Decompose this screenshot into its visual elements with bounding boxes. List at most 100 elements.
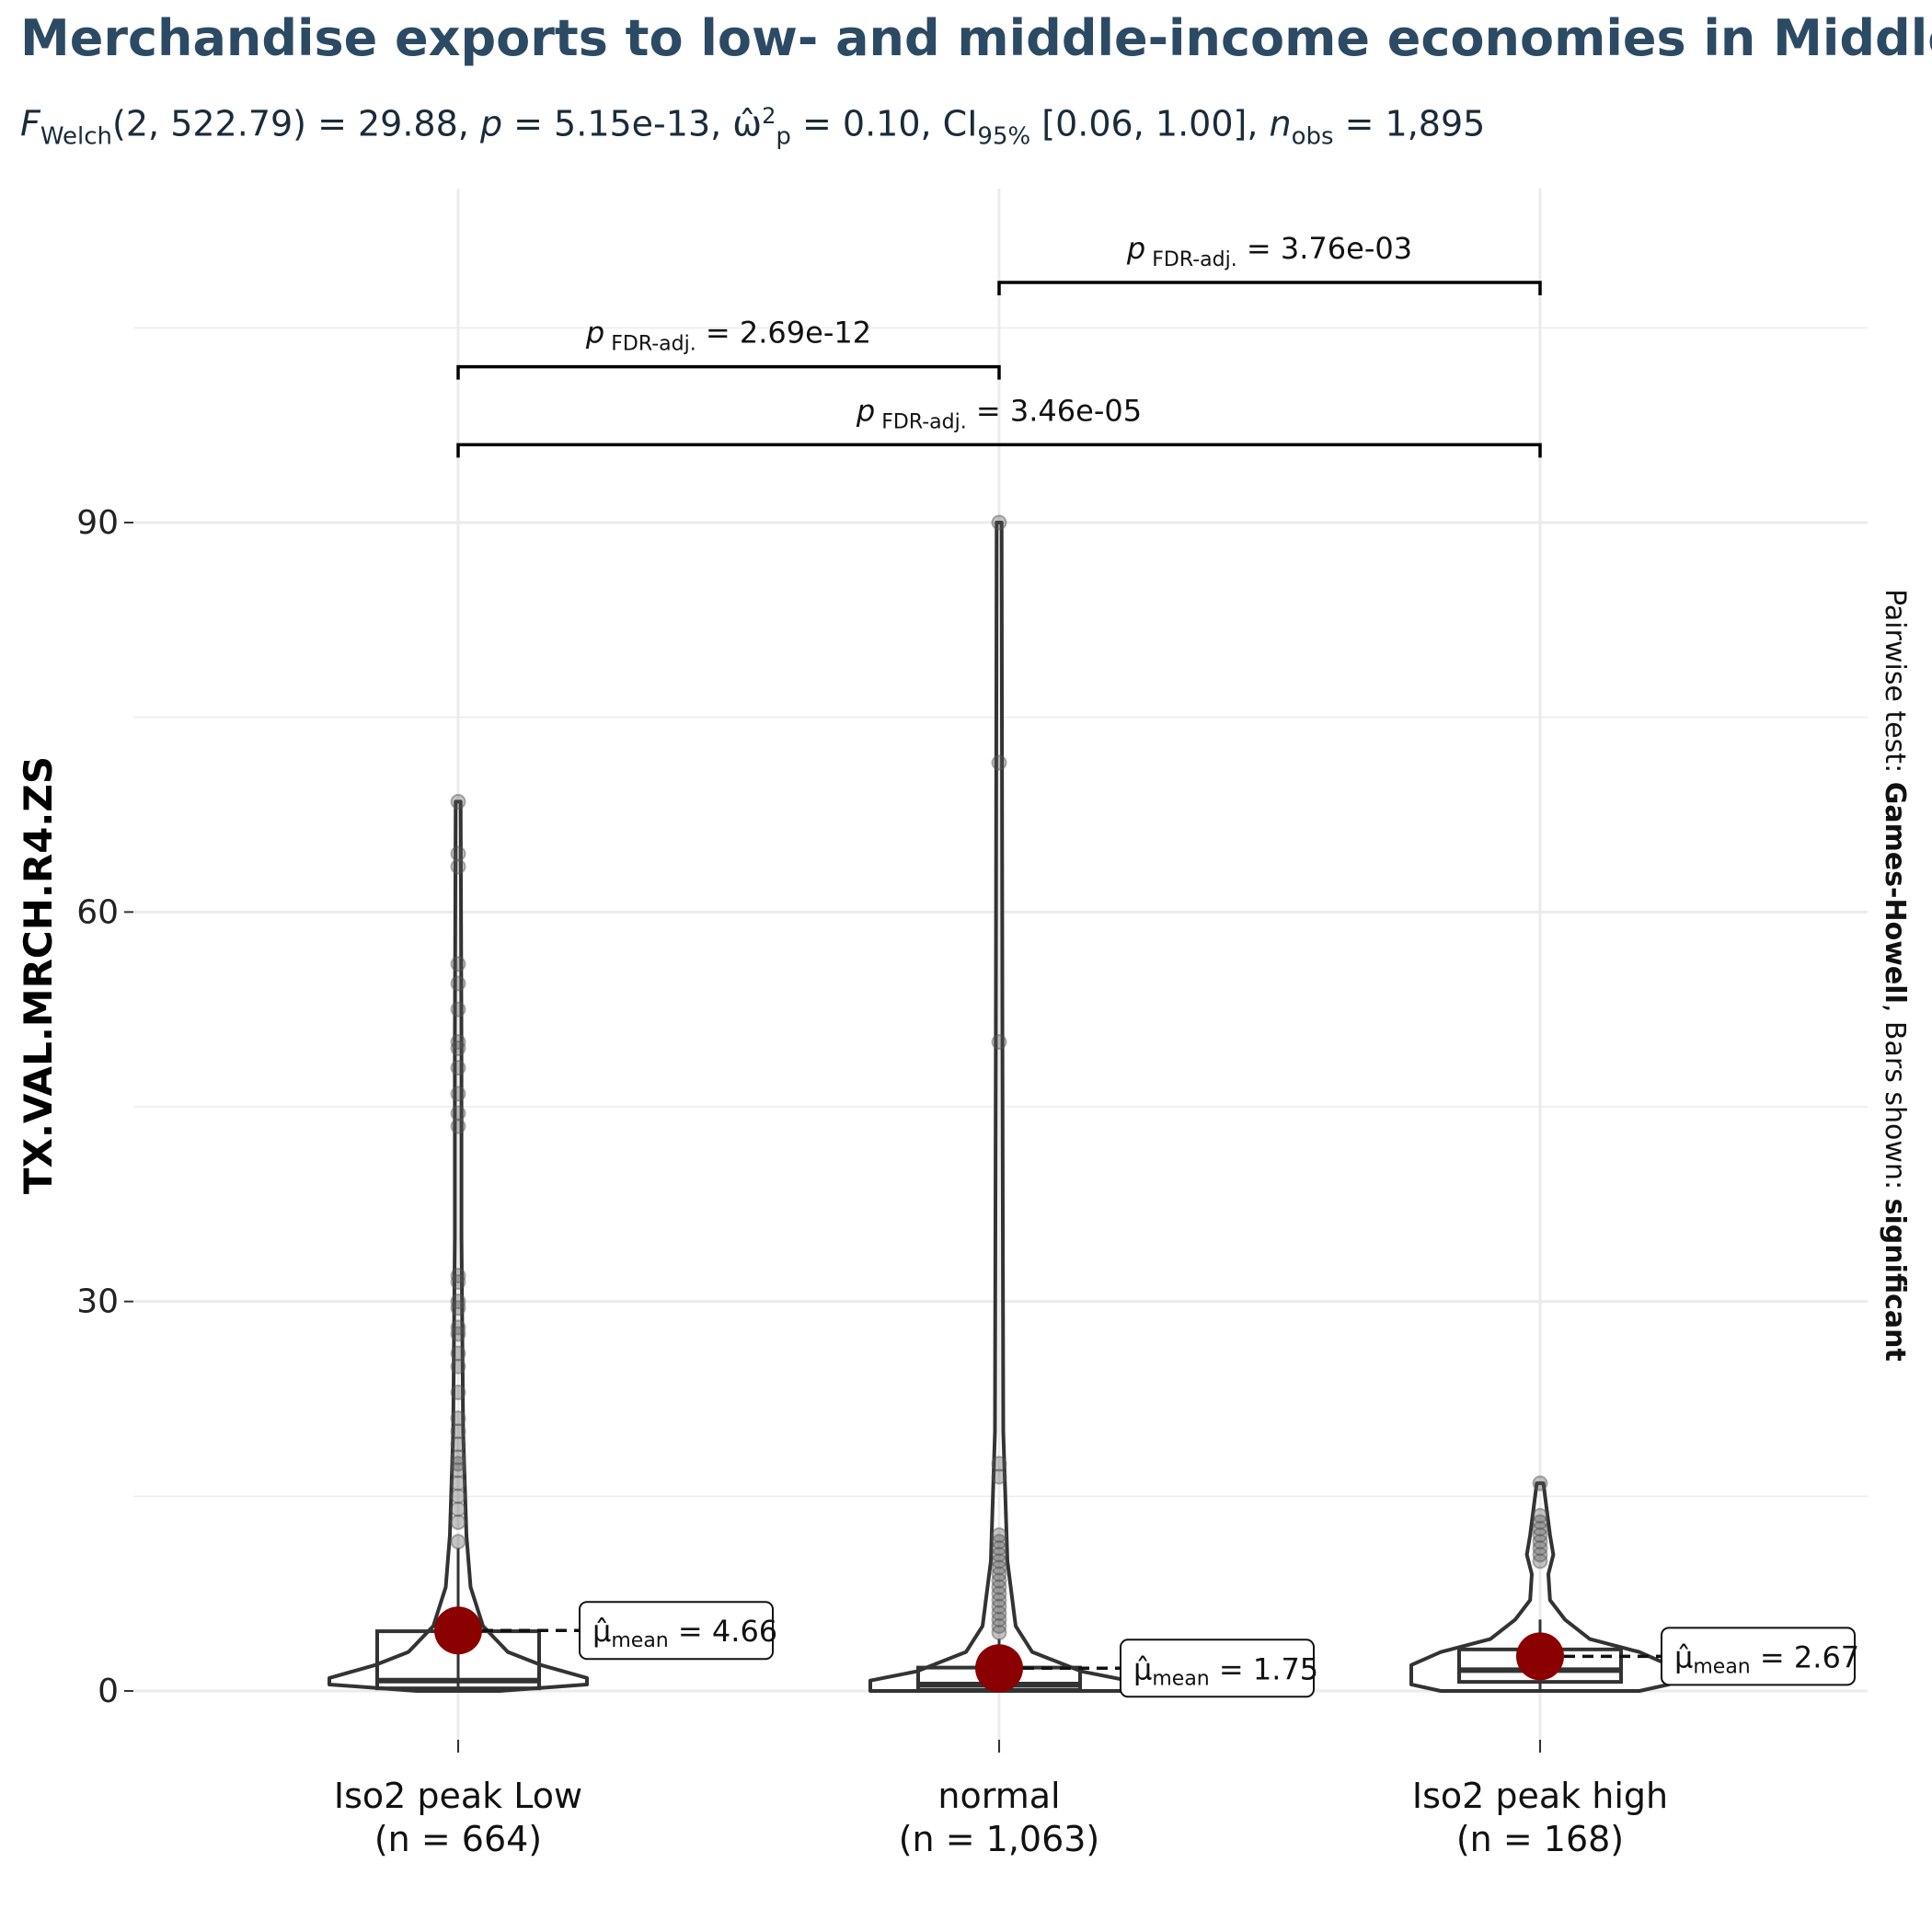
outlier-point (450, 1501, 466, 1517)
mean-label-box (1120, 1639, 1315, 1698)
mean-label: μ̂mean = 4.66 (592, 1614, 777, 1652)
outlier-point (450, 956, 466, 972)
outlier-point (450, 1319, 466, 1336)
outlier-point (1532, 1534, 1548, 1550)
outlier-point (450, 858, 466, 875)
outlier-point (991, 1592, 1007, 1608)
subtitle-omega: ω̂ (732, 103, 763, 144)
outlier-point (991, 1625, 1007, 1640)
mean-point (975, 1644, 1023, 1693)
outlier-point (991, 754, 1007, 771)
outlier-point (991, 1566, 1007, 1582)
outlier-point (1532, 1508, 1548, 1524)
subtitle-ci-sub: 95% (977, 122, 1031, 151)
x-category-label: normal (937, 1776, 1060, 1816)
subtitle-n-value: = 1,895 (1333, 103, 1486, 144)
subtitle-p-value: = 5.15e-13, (502, 103, 733, 144)
chart-title: Merchandise exports to low- and middle-i… (20, 9, 1932, 67)
category-group: μ̂mean = 2.67 Iso2 peak high(n = 168) (1409, 1475, 1859, 1859)
mean-label-box (1661, 1627, 1856, 1686)
x-category-label: Iso2 peak Low (334, 1776, 582, 1816)
y-axis-label: TX.VAL.MRCH.R4.ZS (16, 756, 61, 1194)
outlier-point (450, 1534, 466, 1550)
y-tick-label: 90 (76, 504, 119, 542)
mean-label-box (579, 1601, 774, 1661)
outlier-point (450, 1041, 466, 1056)
outlier-point (1532, 1547, 1548, 1563)
outlier-point (450, 1033, 466, 1050)
outlier-point (450, 1105, 466, 1121)
category-group: μ̂mean = 1.75 normal(n = 1,063) (868, 514, 1318, 1859)
outlier-point (991, 1611, 1007, 1627)
pairwise-caption: Pairwise test: Games-Howell, Bars shown:… (1879, 589, 1911, 1362)
outlier-point (450, 1001, 466, 1018)
outlier-point (450, 1345, 466, 1362)
outlier-point (450, 1326, 466, 1342)
x-category-n-label: (n = 664) (374, 1819, 542, 1859)
outlier-point (991, 1553, 1007, 1570)
outlier-point (450, 1436, 466, 1453)
outlier-point (450, 1475, 466, 1491)
outlier-point (991, 1455, 1007, 1472)
outlier-point (450, 1455, 466, 1472)
subtitle-welch: Welch (40, 122, 113, 151)
outlier-point (450, 1488, 466, 1504)
mean-point (1516, 1632, 1564, 1681)
category-group: μ̂mean = 4.66 Iso2 peak Low(n = 664) (328, 793, 777, 1859)
y-tick-label: 30 (76, 1283, 119, 1321)
outlier-point (450, 1118, 466, 1134)
outlier-point (991, 1604, 1007, 1621)
subtitle-args: (2, 522.79) = 29.88, (112, 103, 480, 144)
bracket-line (456, 364, 1001, 380)
outlier-point (991, 514, 1007, 531)
x-category-n-label: (n = 168) (1456, 1819, 1624, 1859)
outlier-point (450, 1410, 466, 1427)
violin-shape (868, 521, 1130, 1693)
outlier-point (450, 1294, 466, 1310)
outlier-point (991, 1598, 1007, 1615)
subtitle-omega-sup: 2 (762, 103, 776, 129)
outlier-point (991, 1468, 1007, 1485)
outlier-point (991, 1579, 1007, 1595)
subtitle-n-sub: obs (1291, 122, 1334, 151)
significance-bracket: p FDR-adj. = 3.76e-03 (997, 231, 1542, 295)
subtitle-omega-sub: p (776, 122, 791, 151)
significance-bracket: p FDR-adj. = 3.46e-05 (456, 393, 1542, 458)
x-category-n-label: (n = 1,063) (899, 1819, 1100, 1859)
x-category-label: Iso2 peak high (1412, 1776, 1668, 1816)
outlier-point (450, 793, 466, 810)
outlier-point (991, 1585, 1007, 1602)
bracket-p-label: p FDR-adj. = 3.46e-05 (856, 393, 1142, 433)
outlier-point (450, 1423, 466, 1440)
outlier-point (1532, 1553, 1548, 1570)
subtitle-omega-value: = 0.10, CI (790, 103, 978, 144)
bracket-p-label: p FDR-adj. = 3.76e-03 (1126, 231, 1412, 271)
subtitle-ci-value: [0.06, 1.00], (1030, 103, 1270, 144)
outlier-point (1532, 1475, 1548, 1491)
outlier-point (450, 1086, 466, 1102)
bracket-p-label: p FDR-adj. = 2.69e-12 (585, 316, 871, 356)
mean-point (434, 1606, 482, 1655)
chart-subtitle: FWelch(2, 522.79) = 29.88, p = 5.15e-13,… (20, 103, 1485, 150)
outlier-point (1532, 1540, 1548, 1557)
outlier-point (450, 1300, 466, 1317)
y-tick-label: 0 (98, 1673, 119, 1710)
outlier-point (1532, 1527, 1548, 1544)
outlier-point (1532, 1514, 1548, 1531)
outlier-point (450, 1462, 466, 1478)
y-tick-label: 60 (76, 893, 119, 931)
outlier-point (991, 1547, 1007, 1563)
outlier-point (991, 1033, 1007, 1050)
bracket-line (997, 281, 1542, 295)
outlier-point (450, 1384, 466, 1400)
outlier-point (450, 975, 466, 992)
outlier-point (991, 1527, 1007, 1544)
significance-bracket: p FDR-adj. = 2.69e-12 (456, 316, 1001, 380)
outlier-point (991, 1534, 1007, 1550)
outlier-point (991, 1572, 1007, 1589)
outlier-point (450, 1267, 466, 1283)
subtitle-p: p (479, 103, 503, 144)
bracket-line (456, 443, 1542, 458)
subtitle-n: n (1269, 103, 1292, 144)
